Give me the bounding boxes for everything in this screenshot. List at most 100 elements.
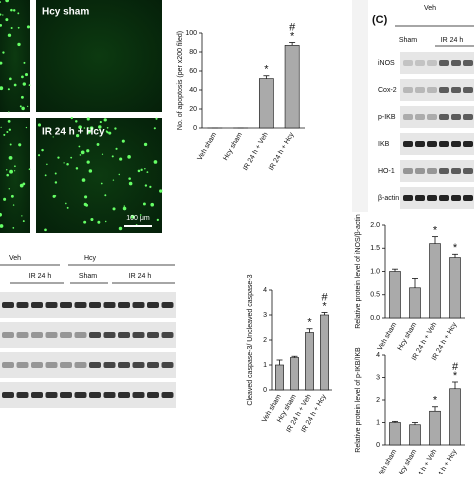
cell [66,163,69,166]
cell [8,34,11,37]
band [46,332,58,338]
band [451,60,461,66]
cell [67,207,69,209]
band [162,332,174,338]
band [403,195,413,201]
significance: # [321,291,328,303]
band [415,168,425,174]
y-tick-label: 0 [376,442,380,449]
significance: * [264,64,269,76]
band [31,332,43,338]
col-label: IR 24 h [441,37,464,44]
band [60,302,72,308]
y-tick-label: 80 [189,49,197,56]
band [427,87,437,93]
cell [97,143,100,146]
cell [157,219,159,221]
cell [80,154,82,156]
cell [6,131,8,133]
y-tick-label: 1 [376,419,380,426]
cell [11,195,14,198]
band [415,60,425,66]
band [427,168,437,174]
band [2,302,14,308]
cell [76,167,78,169]
cell [150,203,154,207]
cell [154,127,156,129]
cell [11,27,13,29]
cell [75,120,77,122]
band [162,392,174,398]
cell [29,168,31,170]
band [2,392,14,398]
band [75,332,87,338]
cell [114,127,116,129]
x-tick-label: Veh sham [377,448,399,474]
cell [14,84,17,87]
cell [138,170,141,173]
row-label: HO-1 [378,168,395,175]
band [31,392,43,398]
cell [143,203,146,206]
cell [146,171,148,173]
band [403,87,413,93]
col-label: IR 24 h [29,273,52,280]
cell [25,73,28,76]
band [17,392,29,398]
band [415,114,425,120]
significance: * [453,242,458,254]
cell [84,203,87,206]
cell [101,183,103,185]
band [463,195,473,201]
x-tick-label: IR 24 h + Hcy [268,131,296,172]
cell [9,129,11,131]
band [147,362,159,368]
y-tick-label: 1 [263,362,267,369]
cell [102,154,103,155]
row-label: p-IKB [378,114,396,121]
y-tick-label: 1.0 [370,268,380,275]
y-tick-label: 60 [189,68,197,75]
cell [123,207,127,211]
band [17,332,29,338]
cell [119,158,122,161]
band [439,195,449,201]
cell [57,156,59,158]
cell [106,131,108,133]
cell [41,149,43,151]
bar [290,358,298,391]
cell [23,183,26,186]
band [46,302,58,308]
band [118,302,130,308]
blot-edge [352,0,368,212]
band [31,362,43,368]
band [439,87,449,93]
cell [78,146,80,148]
significance: * [307,317,312,329]
cell [87,160,90,163]
cell [97,221,100,224]
band [147,302,159,308]
cell [53,195,56,198]
band [451,114,461,120]
bar [410,288,421,318]
band [75,302,87,308]
cell [21,96,24,99]
cell [155,118,157,120]
band [427,60,437,66]
cell [13,204,14,205]
cell [8,88,10,90]
group-label: Veh [9,255,21,262]
y-axis-label: Relative protein level of p-IKB/IKB [355,347,362,453]
cell [6,169,7,170]
bar [390,423,401,446]
y-tick-label: 3 [263,312,267,319]
cell [145,184,147,186]
cell [119,174,120,175]
band [118,362,130,368]
band [439,60,449,66]
cell [154,160,158,164]
cell [8,120,11,123]
band [118,392,130,398]
y-tick-label: 2 [376,397,380,404]
